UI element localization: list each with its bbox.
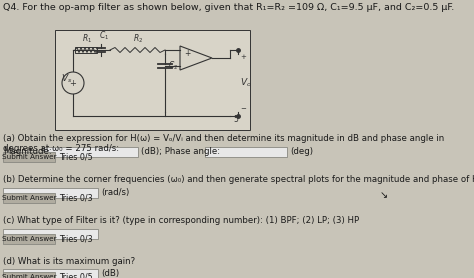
FancyBboxPatch shape — [3, 229, 98, 239]
Text: (dB); Phase angle:: (dB); Phase angle: — [141, 147, 220, 156]
Text: $C_1$: $C_1$ — [99, 29, 109, 42]
Text: 5: 5 — [234, 115, 238, 124]
Text: (deg): (deg) — [290, 147, 313, 156]
FancyBboxPatch shape — [3, 188, 98, 198]
FancyBboxPatch shape — [3, 152, 55, 162]
Text: Submit Answer: Submit Answer — [2, 154, 56, 160]
Text: −: − — [240, 106, 246, 112]
FancyBboxPatch shape — [3, 193, 55, 203]
Text: Tries 0/3: Tries 0/3 — [59, 193, 92, 202]
Text: (c) What type of Filter is it? (type in corresponding number): (1) BPF; (2) LP; : (c) What type of Filter is it? (type in … — [3, 216, 359, 225]
Text: Submit Answer: Submit Answer — [2, 236, 56, 242]
FancyBboxPatch shape — [43, 147, 138, 157]
Text: $R_2$: $R_2$ — [134, 33, 144, 45]
FancyBboxPatch shape — [205, 147, 287, 157]
FancyBboxPatch shape — [55, 30, 250, 130]
Text: $R_1$: $R_1$ — [82, 33, 92, 45]
Text: Tries 0/3: Tries 0/3 — [59, 235, 92, 244]
FancyBboxPatch shape — [3, 234, 55, 244]
Text: Q4. For the op-amp filter as shown below, given that R₁=R₂ =109 Ω, C₁=9.5 μF, an: Q4. For the op-amp filter as shown below… — [3, 3, 454, 12]
Text: (a) Obtain the expression for H(ω) = Vₒ/Vᵢ and then determine its magnitude in d: (a) Obtain the expression for H(ω) = Vₒ/… — [3, 134, 444, 153]
Text: $V_o$: $V_o$ — [240, 77, 252, 89]
Text: +: + — [240, 54, 246, 60]
Text: +: + — [184, 49, 191, 58]
Text: Tries 0/5: Tries 0/5 — [59, 153, 93, 162]
Circle shape — [62, 72, 84, 94]
Text: +: + — [70, 78, 76, 88]
Text: (d) What is its maximum gain?: (d) What is its maximum gain? — [3, 257, 135, 266]
FancyBboxPatch shape — [3, 272, 55, 278]
FancyBboxPatch shape — [75, 47, 97, 53]
Text: Submit Answer: Submit Answer — [2, 274, 56, 278]
FancyBboxPatch shape — [3, 269, 98, 278]
Text: Tries 0/5: Tries 0/5 — [59, 272, 93, 278]
Text: Submit Answer: Submit Answer — [2, 195, 56, 201]
Text: (b) Determine the corner frequencies (ω₀) and then generate spectral plots for t: (b) Determine the corner frequencies (ω₀… — [3, 175, 474, 184]
Text: ↘: ↘ — [380, 190, 388, 200]
Text: $V_s$: $V_s$ — [61, 73, 73, 85]
Text: (rad/s): (rad/s) — [101, 188, 129, 197]
Text: Magnitude:: Magnitude: — [3, 147, 52, 156]
Text: $C_2$: $C_2$ — [168, 60, 178, 72]
Text: (dB): (dB) — [101, 269, 119, 278]
